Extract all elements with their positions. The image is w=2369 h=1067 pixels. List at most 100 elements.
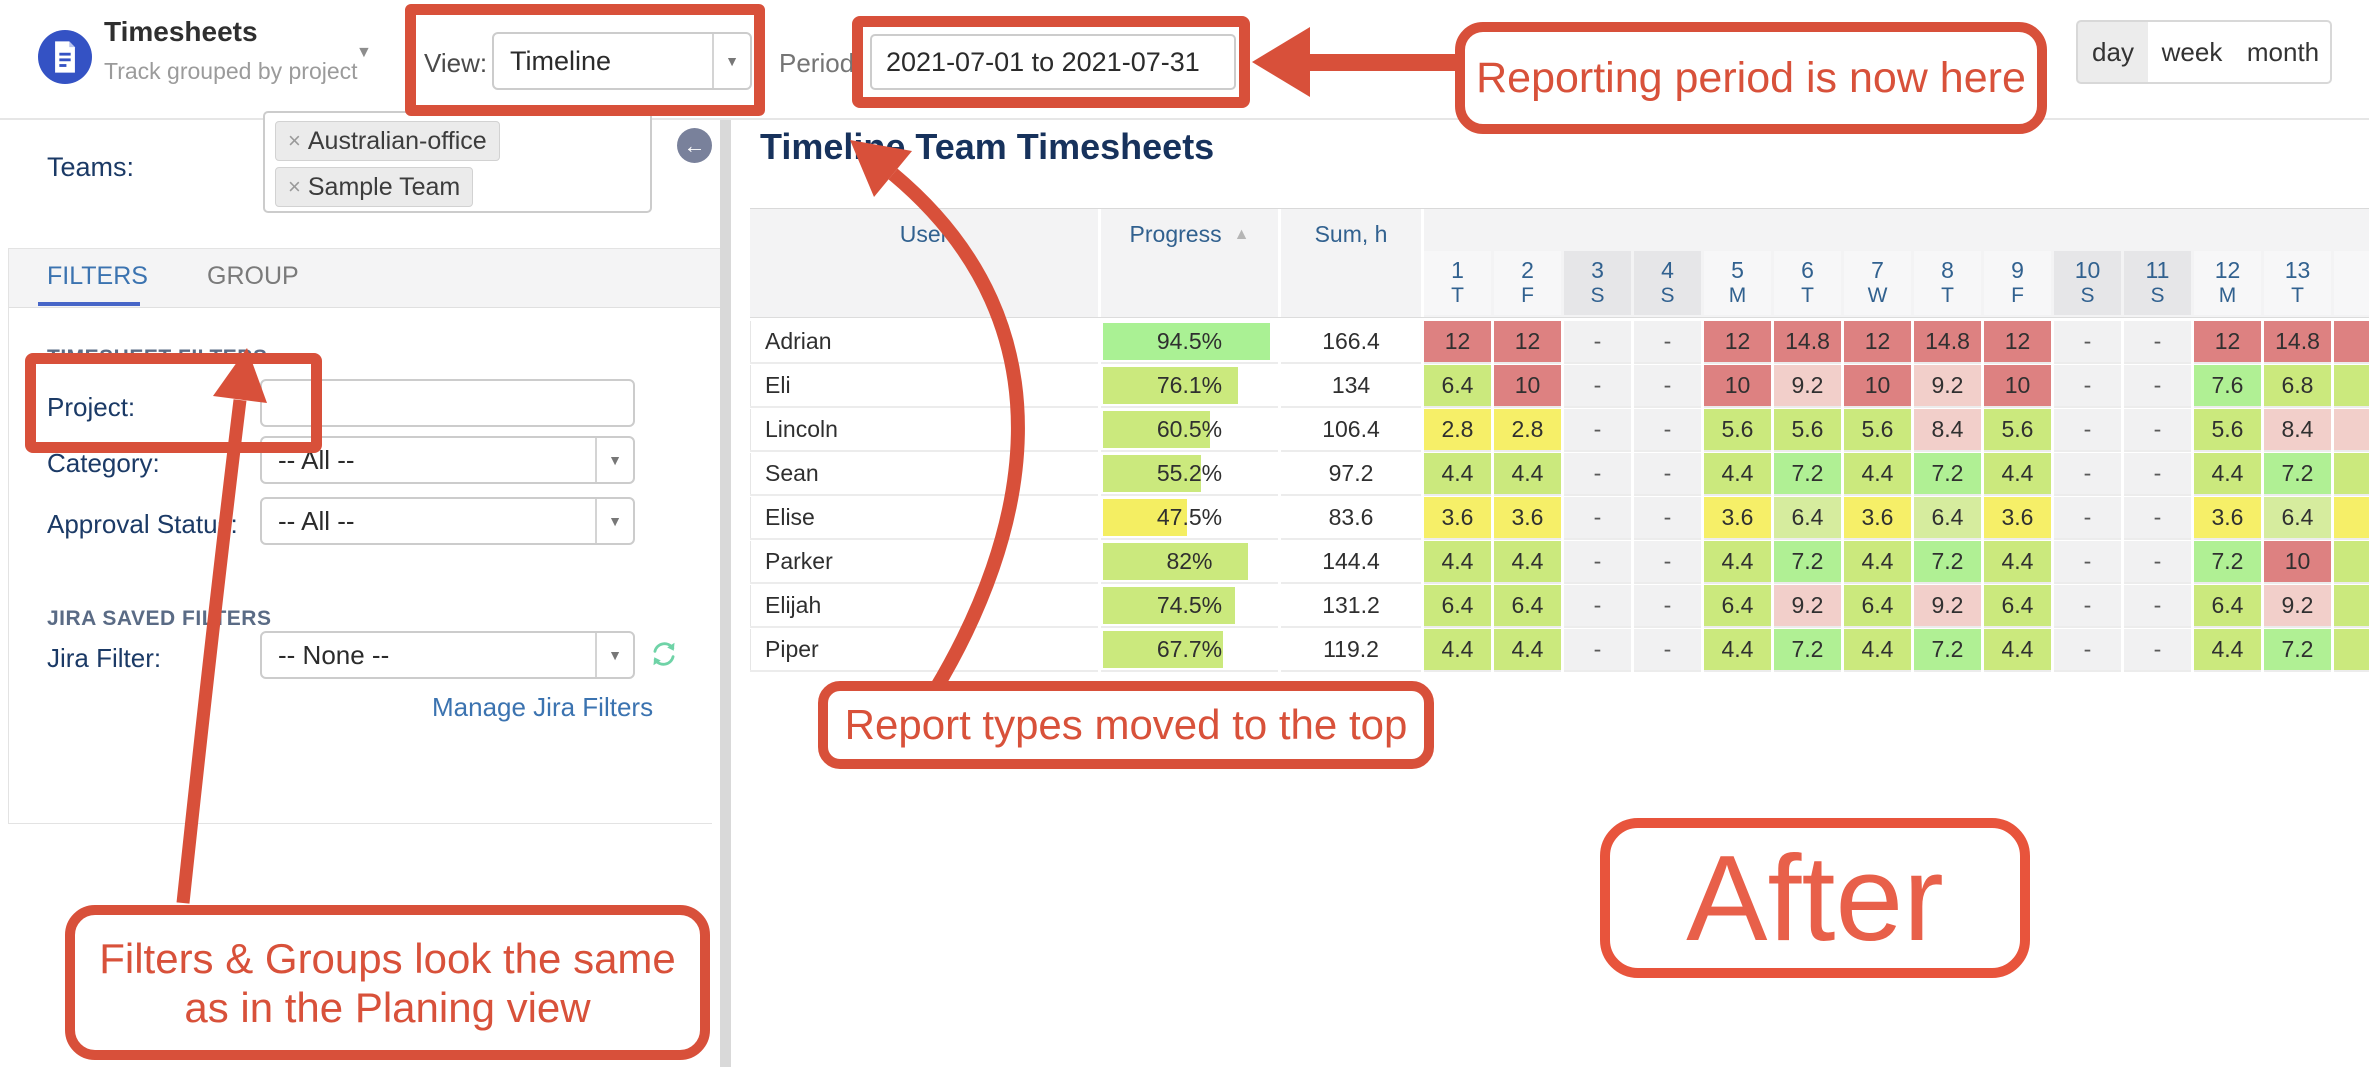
- timesheet-cell[interactable]: 4.4: [1424, 541, 1491, 582]
- week-button[interactable]: week: [2148, 20, 2238, 84]
- user-name-cell[interactable]: Lincoln: [750, 409, 1098, 450]
- timesheet-cell[interactable]: -: [1564, 497, 1631, 538]
- user-name-cell[interactable]: Sean: [750, 453, 1098, 494]
- timesheet-cell[interactable]: -: [2124, 409, 2191, 450]
- progress-cell[interactable]: 82%: [1101, 541, 1278, 582]
- sum-hours-cell[interactable]: 106.4: [1281, 409, 1421, 450]
- timesheet-cell[interactable]: 4.4: [1984, 453, 2051, 494]
- timesheet-cell[interactable]: 7.2: [1774, 629, 1841, 670]
- timesheet-cell[interactable]: [2334, 365, 2369, 406]
- timesheet-cell[interactable]: -: [2054, 585, 2121, 626]
- timesheet-cell[interactable]: 7.6: [2194, 365, 2261, 406]
- timesheet-cell[interactable]: 10: [1984, 365, 2051, 406]
- timesheet-cell[interactable]: 12: [1494, 321, 1561, 362]
- timesheet-cell[interactable]: -: [2054, 321, 2121, 362]
- timesheet-cell[interactable]: -: [2124, 497, 2191, 538]
- timesheet-cell[interactable]: 2.8: [1424, 409, 1491, 450]
- timesheet-cell[interactable]: 3.6: [1984, 497, 2051, 538]
- sum-hours-cell[interactable]: 144.4: [1281, 541, 1421, 582]
- timesheet-cell[interactable]: -: [2124, 321, 2191, 362]
- progress-cell[interactable]: 60.5%: [1101, 409, 1278, 450]
- timesheet-cell[interactable]: 6.4: [1494, 585, 1561, 626]
- timesheet-cell[interactable]: -: [1634, 585, 1701, 626]
- progress-cell[interactable]: 94.5%: [1101, 321, 1278, 362]
- timesheet-cell[interactable]: 4.4: [1704, 629, 1771, 670]
- timesheet-cell[interactable]: -: [1634, 321, 1701, 362]
- timesheet-cell[interactable]: 5.6: [1774, 409, 1841, 450]
- timesheet-cell[interactable]: 3.6: [1494, 497, 1561, 538]
- timesheet-cell[interactable]: 4.4: [1494, 629, 1561, 670]
- timesheet-cell[interactable]: -: [1564, 585, 1631, 626]
- timesheet-cell[interactable]: [2334, 497, 2369, 538]
- timesheet-cell[interactable]: 4.4: [1494, 541, 1561, 582]
- timesheet-cell[interactable]: 5.6: [1984, 409, 2051, 450]
- timesheet-cell[interactable]: [2334, 541, 2369, 582]
- timesheet-cell[interactable]: [2334, 629, 2369, 670]
- manage-jira-filters-link[interactable]: Manage Jira Filters: [432, 692, 654, 722]
- sum-hours-cell[interactable]: 83.6: [1281, 497, 1421, 538]
- sum-hours-cell[interactable]: 119.2: [1281, 629, 1421, 670]
- timesheet-cell[interactable]: -: [2124, 453, 2191, 494]
- day-column-header[interactable]: 3 S: [1564, 251, 1631, 315]
- chevron-down-icon[interactable]: ▼: [712, 34, 750, 88]
- day-column-header[interactable]: 10 S: [2054, 251, 2121, 315]
- timesheet-cell[interactable]: [2334, 453, 2369, 494]
- day-column-header[interactable]: 7 W: [1844, 251, 1911, 315]
- timesheet-cell[interactable]: -: [2124, 585, 2191, 626]
- day-column-header[interactable]: 5 M: [1704, 251, 1771, 315]
- column-header-user[interactable]: User: [750, 221, 1098, 248]
- timesheet-cell[interactable]: 8.4: [1914, 409, 1981, 450]
- day-column-header[interactable]: 12 M: [2194, 251, 2261, 315]
- sum-hours-cell[interactable]: 134: [1281, 365, 1421, 406]
- timesheet-cell[interactable]: 14.8: [1914, 321, 1981, 362]
- progress-cell[interactable]: 47.5%: [1101, 497, 1278, 538]
- timesheet-cell[interactable]: 6.4: [1914, 497, 1981, 538]
- timesheet-cell[interactable]: -: [1564, 453, 1631, 494]
- day-column-header[interactable]: 4 S: [1634, 251, 1701, 315]
- timesheet-cell[interactable]: -: [2054, 365, 2121, 406]
- timesheet-cell[interactable]: 6.4: [2194, 585, 2261, 626]
- team-tag[interactable]: × Australian-office: [275, 121, 500, 161]
- timesheet-cell[interactable]: 9.2: [1774, 365, 1841, 406]
- timesheet-cell[interactable]: 7.2: [1914, 629, 1981, 670]
- timesheet-cell[interactable]: 9.2: [1914, 585, 1981, 626]
- timesheet-cell[interactable]: 6.4: [1774, 497, 1841, 538]
- timesheet-cell[interactable]: -: [1634, 497, 1701, 538]
- app-subtitle[interactable]: Track grouped by project: [104, 58, 358, 84]
- timesheet-cell[interactable]: 14.8: [1774, 321, 1841, 362]
- timesheet-cell[interactable]: 12: [1844, 321, 1911, 362]
- timesheet-cell[interactable]: 12: [1424, 321, 1491, 362]
- timesheet-cell[interactable]: 3.6: [1704, 497, 1771, 538]
- timesheet-cell[interactable]: 4.4: [1704, 453, 1771, 494]
- sum-hours-cell[interactable]: 166.4: [1281, 321, 1421, 362]
- timesheet-cell[interactable]: 6.4: [2264, 497, 2331, 538]
- period-input[interactable]: [870, 34, 1236, 90]
- timesheet-cell[interactable]: 9.2: [1914, 365, 1981, 406]
- timesheet-cell[interactable]: -: [1634, 409, 1701, 450]
- timesheet-cell[interactable]: 3.6: [1844, 497, 1911, 538]
- timesheet-cell[interactable]: 3.6: [1424, 497, 1491, 538]
- timesheet-cell[interactable]: -: [2054, 629, 2121, 670]
- timesheet-cell[interactable]: [2334, 409, 2369, 450]
- user-name-cell[interactable]: Elise: [750, 497, 1098, 538]
- user-name-cell[interactable]: Elijah: [750, 585, 1098, 626]
- day-column-header[interactable]: 11 S: [2124, 251, 2191, 315]
- timesheet-cell[interactable]: 12: [2194, 321, 2261, 362]
- timesheet-cell[interactable]: 10: [1704, 365, 1771, 406]
- timesheet-cell[interactable]: 4.4: [1494, 453, 1561, 494]
- timesheet-cell[interactable]: 2.8: [1494, 409, 1561, 450]
- user-name-cell[interactable]: Piper: [750, 629, 1098, 670]
- timesheet-cell[interactable]: 6.4: [1424, 585, 1491, 626]
- timesheet-cell[interactable]: [2334, 585, 2369, 626]
- timesheet-cell[interactable]: 4.4: [1704, 541, 1771, 582]
- user-name-cell[interactable]: Adrian: [750, 321, 1098, 362]
- timesheet-cell[interactable]: 6.4: [1984, 585, 2051, 626]
- timesheet-cell[interactable]: 14.8: [2264, 321, 2331, 362]
- timesheet-cell[interactable]: -: [2054, 409, 2121, 450]
- chevron-down-icon[interactable]: ▼: [356, 44, 372, 61]
- teams-multiselect[interactable]: × Australian-office × Sample Team: [263, 111, 652, 213]
- timesheet-cell[interactable]: 4.4: [1844, 629, 1911, 670]
- timesheet-cell[interactable]: -: [2124, 365, 2191, 406]
- project-input[interactable]: [260, 379, 635, 427]
- timesheet-cell[interactable]: 4.4: [1984, 541, 2051, 582]
